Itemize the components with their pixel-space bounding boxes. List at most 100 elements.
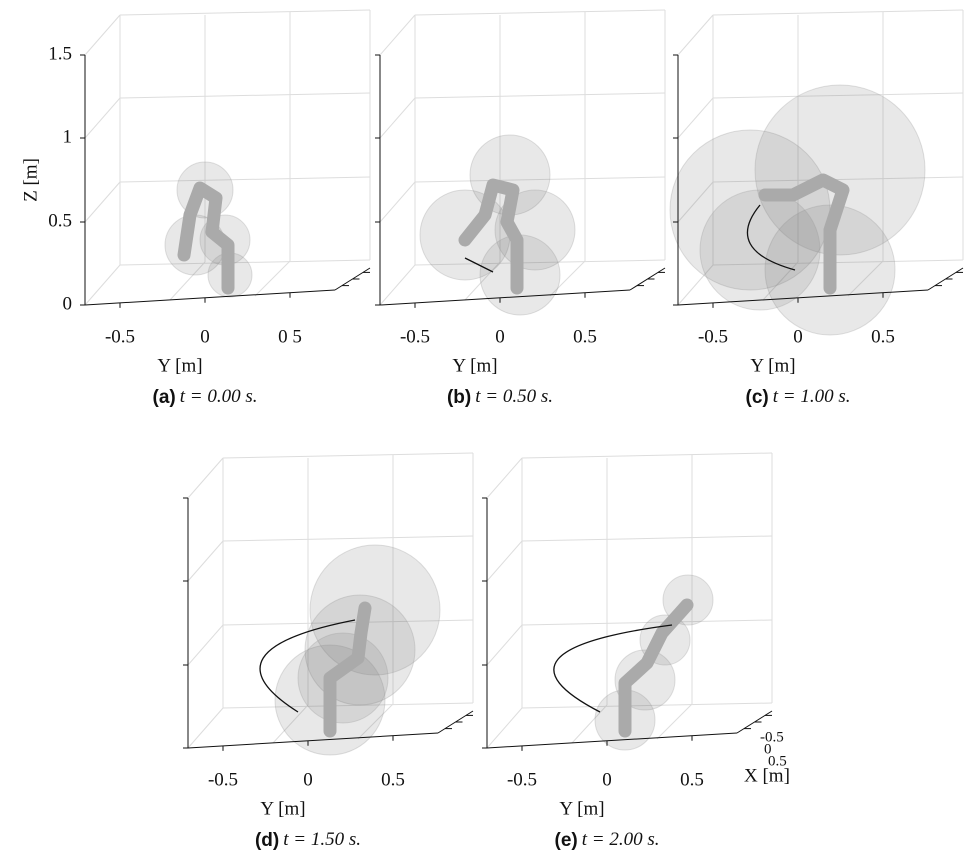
caption-label: (a) <box>153 387 176 408</box>
grid-line <box>677 14 714 56</box>
grid-line <box>84 97 121 139</box>
z-tick-label: 1 <box>63 126 73 147</box>
robot-arm <box>177 181 235 295</box>
collision-sphere <box>699 189 821 311</box>
x-tick-label: -0.5 <box>760 729 784 745</box>
y-tick-label: 0 <box>793 326 803 347</box>
grid-line <box>486 457 523 499</box>
grid-line <box>379 14 416 56</box>
caption: (d) t = 1.50 s. <box>255 829 361 851</box>
panel: -0.5 0 0.5Y [m]-0.500.5X [m](e) t = 2.00 s. <box>482 452 790 851</box>
y-tick-label: 0 <box>602 769 612 790</box>
grid-line <box>187 540 224 582</box>
caption-label: (d) <box>255 830 279 851</box>
y-tick-label: -0.5 <box>400 326 430 347</box>
grid-line <box>187 457 224 499</box>
caption: (a) t = 0.00 s. <box>153 386 258 408</box>
caption: (c) t = 1.00 s. <box>746 386 851 408</box>
y-axis <box>187 732 439 749</box>
grid-line <box>357 703 394 740</box>
grid-line <box>379 97 416 139</box>
caption: (e) t = 2.00 s. <box>555 829 660 851</box>
grid-line <box>379 264 416 306</box>
grid-line <box>847 260 884 297</box>
caption-text: t = 1.00 s. <box>773 386 851 407</box>
trajectory <box>746 204 796 271</box>
grid-line <box>414 92 666 99</box>
y-axis <box>84 289 336 306</box>
collision-sphere <box>754 84 926 256</box>
caption-label: (e) <box>555 830 578 851</box>
grid-line <box>521 702 773 709</box>
grid-line <box>84 181 121 223</box>
grid-line <box>414 259 666 266</box>
grid-line <box>486 707 523 749</box>
grid-line <box>119 259 371 266</box>
grid-line <box>222 702 474 709</box>
y-tick-label: 0.5 <box>381 769 405 790</box>
y-tick-label: 0 5 <box>278 326 302 347</box>
grid-line <box>187 707 224 749</box>
robot-arm <box>458 178 524 295</box>
caption-label: (c) <box>746 387 769 408</box>
grid-line <box>656 703 693 740</box>
grid-line <box>222 535 474 542</box>
grid-line <box>379 181 416 223</box>
z-tick-label: 0 <box>63 293 73 314</box>
caption-text: t = 1.50 s. <box>283 829 361 850</box>
grid-line <box>521 619 773 626</box>
robot-arm <box>618 598 694 738</box>
caption-label: (b) <box>447 387 471 408</box>
y-axis-label: Y [m] <box>559 798 604 819</box>
collision-sphere <box>309 544 441 676</box>
y-tick-label: -0.5 <box>105 326 135 347</box>
x-tick-label: 0 <box>764 741 772 757</box>
y-tick-label: -0.5 <box>507 769 537 790</box>
grid-line <box>712 259 964 266</box>
y-axis <box>379 289 631 306</box>
grid-line <box>119 9 371 16</box>
grid-line <box>272 704 309 744</box>
y-axis-label: Y [m] <box>750 355 795 376</box>
y-axis <box>677 289 929 306</box>
grid-line <box>254 260 291 297</box>
grid-line <box>521 535 773 542</box>
y-tick-label: 0.5 <box>871 326 895 347</box>
grid-line <box>712 92 964 99</box>
grid-line <box>84 14 121 56</box>
y-tick-label: 0 <box>200 326 210 347</box>
grid-line <box>119 92 371 99</box>
z-tick-label: 1.5 <box>48 43 72 64</box>
y-tick-label: 0 <box>303 769 313 790</box>
grid-line <box>222 619 474 626</box>
grid-line <box>169 261 206 301</box>
grid-line <box>677 181 714 223</box>
grid-line <box>486 624 523 666</box>
grid-line <box>486 540 523 582</box>
y-tick-label: 0.5 <box>573 326 597 347</box>
y-axis <box>486 732 738 749</box>
caption-text: t = 2.00 s. <box>582 829 660 850</box>
y-tick-label: -0.5 <box>698 326 728 347</box>
y-axis-label: Y [m] <box>260 798 305 819</box>
y-tick-label: 0 <box>495 326 505 347</box>
grid-line <box>464 261 501 301</box>
trajectory <box>464 257 494 273</box>
y-tick-label: -0.5 <box>208 769 238 790</box>
z-axis-label: Z [m] <box>20 158 41 202</box>
caption: (b) t = 0.50 s. <box>447 386 553 408</box>
robot-arm <box>758 173 850 295</box>
caption-text: t = 0.00 s. <box>180 386 258 407</box>
grid-line <box>712 176 964 183</box>
grid-line <box>712 9 964 16</box>
z-tick-label: 0.5 <box>48 210 72 231</box>
y-axis-label: Y [m] <box>452 355 497 376</box>
grid-line <box>762 261 799 301</box>
x-axis-label: X [m] <box>744 765 790 786</box>
grid-line <box>677 97 714 139</box>
grid-line <box>549 260 586 297</box>
collision-sphere <box>297 632 389 724</box>
grid-line <box>119 176 371 183</box>
trajectory <box>553 624 673 713</box>
